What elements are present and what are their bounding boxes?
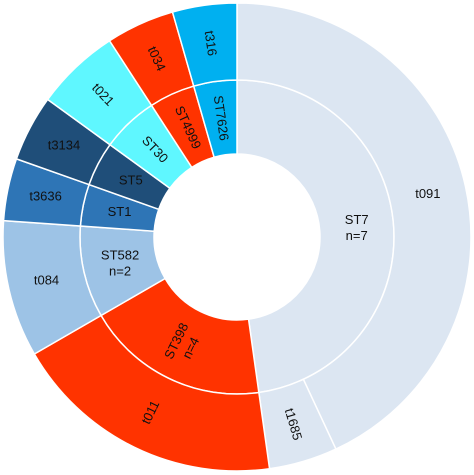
inner-label-group: ST5 (119, 173, 143, 188)
outer-label-group: t091 (415, 186, 440, 201)
inner-label: ST5 (119, 173, 143, 188)
inner-label: ST7 (345, 212, 369, 227)
outer-label: t091 (415, 186, 440, 201)
outer-label-group: t3636 (29, 189, 62, 204)
outer-label-group: t316 (202, 30, 220, 57)
outer-label: t316 (202, 30, 220, 57)
outer-label-group: t3134 (48, 137, 81, 152)
outer-segment (236, 2, 472, 451)
inner-label: ST582 (101, 247, 139, 262)
inner-label-group: ST1 (108, 204, 132, 219)
inner-label-group: ST7626 (211, 94, 232, 141)
outer-segment (171, 2, 238, 88)
inner-label: n=7 (346, 228, 368, 243)
outer-label-group: t084 (34, 272, 59, 287)
outer-label: t3636 (29, 189, 62, 204)
inner-label: n=2 (109, 263, 131, 278)
outer-label: t084 (34, 272, 59, 287)
inner-label: ST1 (108, 204, 132, 219)
inner-label: ST7626 (211, 94, 232, 141)
outer-label: t3134 (48, 137, 81, 152)
